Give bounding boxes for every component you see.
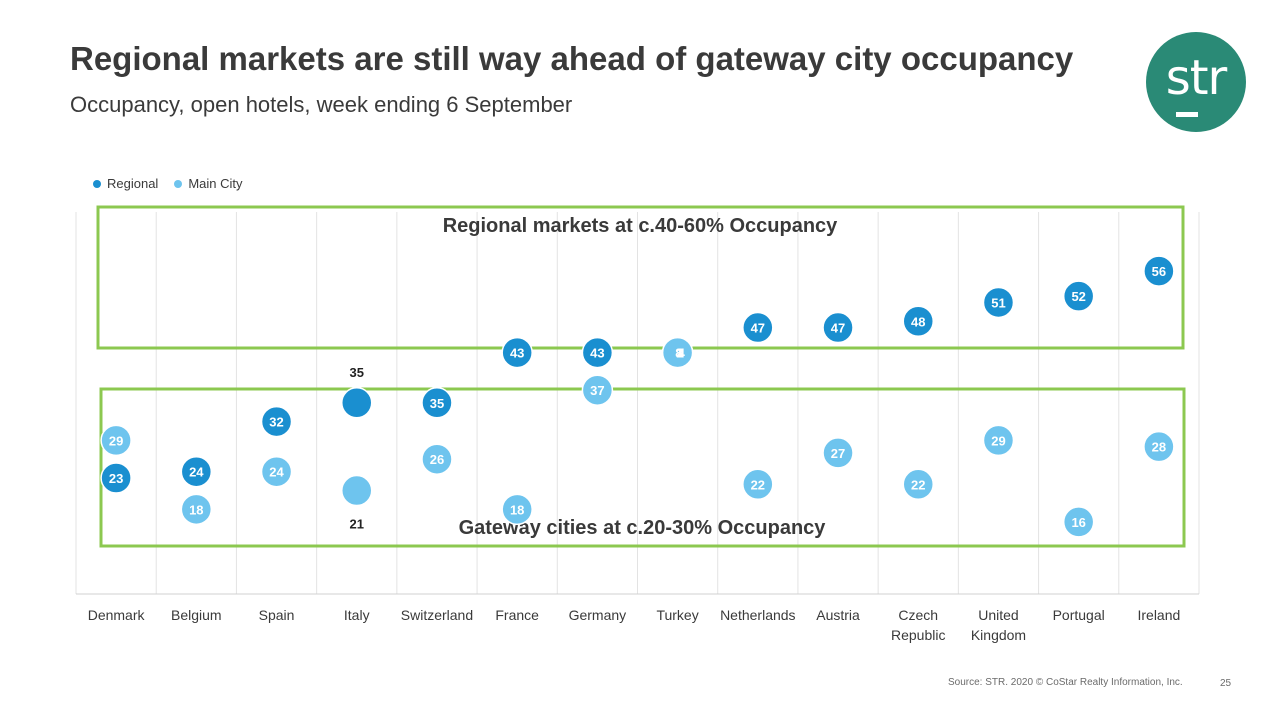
main-city-point [1143,430,1175,463]
regional-data-label: 47 [751,321,765,336]
x-tick-label: Denmark [88,607,146,623]
regional-data-label: 32 [269,415,283,430]
regional-data-label: 43 [590,346,604,361]
regional-point [1062,280,1095,312]
x-tick-label: United Kingdom [971,607,1026,643]
x-tick-label: Spain [259,607,295,623]
x-tick-label: Switzerland [401,607,473,623]
regional-point [180,455,213,488]
x-tick-label: Portugal [1053,607,1105,623]
gateway-annotation-label: Gateway cities at c.20-30% Occupancy [459,517,827,539]
main-city-data-label: 21 [350,517,364,532]
logo-underline [1176,112,1198,117]
regional-data-label: 35 [350,365,364,380]
page-title: Regional markets are still way ahead of … [70,40,1074,77]
regional-data-label: 23 [109,471,123,486]
regional-point [100,462,132,494]
main-city-data-label: 18 [189,502,203,517]
source-note: Source: STR. 2020 © CoStar Realty Inform… [948,677,1183,688]
legend-dot-main-city [174,179,183,188]
legend-label-main-city: Main City [188,176,243,191]
regional-data-label: 24 [189,465,204,480]
main-city-data-label: 16 [1071,515,1085,530]
main-city-point [982,424,1015,457]
x-tick-label: Turkey [656,607,698,623]
page-subtitle: Occupancy, open hotels, week ending 6 Se… [70,92,573,117]
main-city-point [180,493,213,526]
regional-point [902,305,934,338]
x-tick-label: France [495,607,539,623]
main-city-point [581,374,614,406]
x-tick-label: Germany [569,607,627,623]
main-city-point [341,474,373,507]
main-city-data-label: 27 [831,446,845,461]
main-city-data-label: 29 [109,433,123,448]
main-city-point [822,437,854,469]
chart-legend: Regional Main City [93,176,243,191]
turkey-overlap-point [661,336,694,369]
regional-data-label: 56 [1152,264,1166,279]
main-city-point [902,468,934,501]
regional-data-label: 35 [430,396,444,411]
legend-item-regional: Regional [93,176,158,191]
main-city-point [100,424,132,457]
str-logo: str [1146,32,1246,132]
main-city-point [260,455,293,488]
main-city-point [421,443,453,475]
regional-data-label: 52 [1071,289,1085,304]
x-tick-label: Netherlands [720,607,796,623]
x-tick-label: Italy [344,607,370,623]
regional-data-label: 43 [510,346,524,361]
legend-label-regional: Regional [107,176,159,191]
regional-data-label: 51 [991,295,1005,310]
regional-point [742,311,774,344]
x-tick-label: Belgium [171,607,222,623]
regional-point [1143,255,1175,287]
regional-point [581,336,614,369]
x-tick-label: Austria [816,607,860,623]
logo-text: str [1165,50,1228,106]
main-city-point [742,468,774,501]
main-city-point [1062,506,1095,538]
main-city-data-label: 37 [590,383,604,398]
x-tick-label: Ireland [1137,607,1180,623]
main-city-data-label: 22 [751,477,765,492]
legend-item-main-city: Main City [174,176,243,191]
regional-point [421,387,453,419]
regional-annotation-label: Regional markets at c.40-60% Occupancy [443,215,838,237]
legend-dot-regional [93,179,101,188]
main-city-point [501,493,533,526]
regional-point [341,387,373,419]
regional-annotation-box [96,205,1185,350]
gateway-annotation-box [99,387,1186,548]
regional-data-label: 47 [831,321,845,336]
regional-data-label: 48 [911,314,925,329]
main-city-data-label: 28 [1152,440,1166,455]
main-city-data-label: 29 [991,433,1005,448]
regional-point [982,286,1015,319]
regional-point [501,336,533,369]
regional-point [822,311,854,344]
page-number: 25 [1220,678,1232,689]
x-tick-label: Czech Republic [891,607,945,643]
main-city-data-label: 24 [269,465,284,480]
main-city-data-label: 18 [510,502,524,517]
main-city-data-label: 26 [430,452,444,467]
main-city-data-label: 22 [911,477,925,492]
regional-point [260,405,293,438]
